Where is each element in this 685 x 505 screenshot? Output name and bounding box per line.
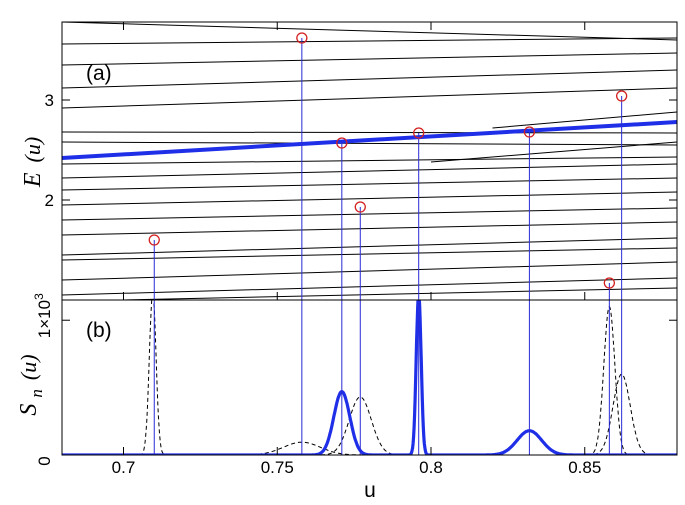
a-y-axis-title-arg: (u) <box>20 137 45 163</box>
resonance-marker-7 <box>603 277 615 289</box>
x-tick-label-0.8: 0.8 <box>419 458 443 477</box>
level-line-6 <box>62 131 677 134</box>
svg-text:S n (u): S n (u) <box>16 354 48 415</box>
b-y-tick-label-0: 0 <box>35 456 54 465</box>
panel-label-b: (b) <box>86 319 112 342</box>
level-line-19 <box>430 141 677 163</box>
resonance-marker-5 <box>413 127 425 139</box>
b-y-axis-title-sub: n <box>27 389 46 398</box>
b-y-axis-title: S n (u) <box>16 354 48 415</box>
x-axis-title: u <box>364 479 376 502</box>
energy-levels <box>62 22 677 300</box>
resonance-marker-8 <box>616 90 628 102</box>
level-line-9 <box>62 163 677 179</box>
level-line-4 <box>62 69 677 89</box>
frame-panel-b <box>61 299 678 456</box>
a-y-axis-title: E (u) <box>20 137 46 188</box>
level-line-17 <box>62 277 677 296</box>
level-line-3 <box>62 52 677 66</box>
level-line-15 <box>62 247 677 261</box>
x-tick-label-0.7: 0.7 <box>112 458 136 477</box>
resonance-marker-1 <box>148 234 160 246</box>
level-line-16 <box>62 261 677 281</box>
level-line-13 <box>62 221 677 236</box>
svg-text:E (u): E (u) <box>20 137 46 188</box>
resonance-connectors <box>153 38 623 455</box>
panel-label-a: (a) <box>86 62 112 85</box>
level-line-7 <box>62 141 677 146</box>
level-line-14 <box>62 237 677 256</box>
resonance-marker-2 <box>296 32 308 44</box>
panel-a: 23 (a) E (u) <box>20 22 677 300</box>
level-line-5 <box>62 87 677 109</box>
level-line-11 <box>62 191 677 206</box>
highlighted-level <box>62 120 677 160</box>
a-y-tick-label-3: 3 <box>45 91 54 110</box>
x-tick-label-0.75: 0.75 <box>261 458 294 477</box>
a-y-tick-label-2: 2 <box>45 191 54 210</box>
level-line-2 <box>62 37 677 45</box>
highlight-level-line <box>62 120 677 160</box>
resonance-marker-4 <box>354 201 366 213</box>
a-y-axis-title-main: E <box>20 172 46 188</box>
level-line-20 <box>492 111 677 129</box>
level-line-10 <box>62 177 677 191</box>
b-y-axis-title-main: S <box>16 404 42 416</box>
x-ticks: 0.7 0.75 0.8 0.85 <box>112 22 601 477</box>
resonance-marker-3 <box>336 137 348 149</box>
x-tick-label-0.85: 0.85 <box>568 458 601 477</box>
level-line-18 <box>123 287 677 300</box>
resonance-marker-6 <box>523 126 536 138</box>
a-y-ticks: 23 <box>45 91 677 210</box>
b-y-axis-title-arg: (u) <box>16 354 41 380</box>
b-y-tick-label-1000: 1×103 <box>32 293 54 338</box>
level-line-8 <box>62 156 677 165</box>
level-line-1 <box>62 22 677 41</box>
resonance-markers <box>148 32 628 289</box>
panel-b: 0 1×103 (b) S n (u) 0.7 0.75 0.8 0.85 u <box>16 22 677 502</box>
level-line-12 <box>62 207 677 221</box>
